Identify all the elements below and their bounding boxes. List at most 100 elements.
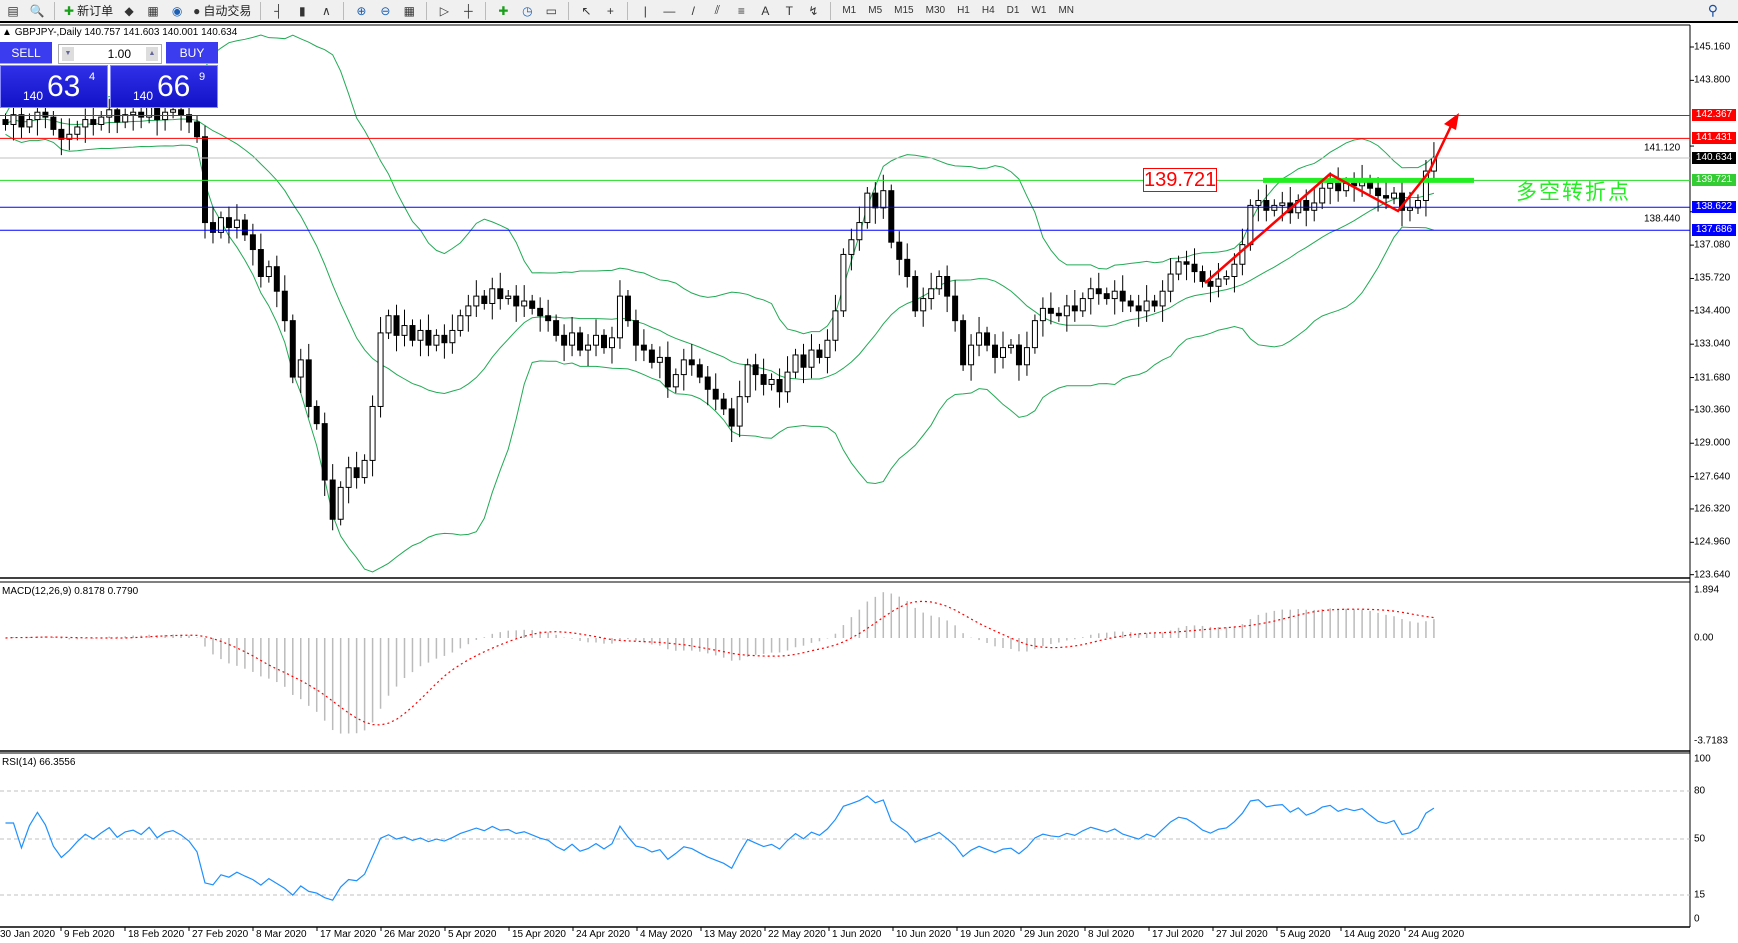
bear-candle [529, 300, 536, 309]
bull-candle [1007, 344, 1014, 349]
timeframe-m1[interactable]: M1 [842, 5, 857, 16]
bull-candle [377, 332, 384, 407]
bollinger-lower [5, 133, 1435, 573]
bull-candle [489, 288, 496, 304]
rsi-line [5, 795, 1435, 901]
zoom-out-button[interactable]: ⊖ [374, 1, 396, 21]
lot-decrease-icon[interactable]: ▼ [62, 47, 74, 61]
bar-chart-button[interactable]: ┤ [267, 1, 289, 21]
sell-button[interactable]: SELL [0, 42, 52, 64]
macd-axis-label: 1.894 [1694, 584, 1720, 596]
bull-candle [361, 459, 368, 479]
zoom-out-icon: ⊖ [380, 3, 391, 18]
bull-candle [1000, 347, 1006, 358]
bear-candle [704, 376, 711, 390]
signals-button[interactable]: ◉ [166, 1, 188, 21]
auto-trading-button[interactable]: ● 自动交易 [190, 1, 254, 21]
profiles-button[interactable]: ▤ [2, 1, 24, 21]
bear-candle [409, 325, 416, 341]
bear-candle [992, 344, 999, 358]
macd-axis-label: 0.00 [1694, 632, 1714, 644]
bull-candle [473, 295, 480, 307]
fibonacci-button[interactable]: ≡ [730, 1, 752, 21]
timeframe-d1[interactable]: D1 [1006, 5, 1020, 16]
price-axis-label: 129.000 [1694, 437, 1731, 449]
bull-candle [521, 300, 528, 307]
timeframe-h1[interactable]: H1 [957, 5, 970, 16]
bid-big: 140 [23, 89, 44, 103]
chart-shift-button[interactable]: ┼ [457, 1, 479, 21]
bear-candle [1191, 263, 1198, 273]
bear-candle [1303, 199, 1310, 211]
timeframe-m5[interactable]: M5 [868, 5, 883, 16]
toolbar-label: 新订单 [77, 4, 114, 18]
timeframe-m30[interactable]: M30 [925, 5, 946, 16]
bull-candle [808, 349, 815, 368]
bull-candle [792, 354, 799, 373]
horizontal-line-button[interactable]: — [658, 1, 680, 21]
tile-windows-icon: ▦ [403, 3, 416, 18]
tile-windows-button[interactable]: ▦ [398, 1, 420, 21]
arrows-button[interactable]: ↯ [802, 1, 824, 21]
price-tag: 137.686 [1692, 224, 1736, 237]
bull-candle [1159, 290, 1166, 307]
timeframe-mn[interactable]: MN [1058, 5, 1075, 16]
trendline-button[interactable]: / [682, 1, 704, 21]
crosshair-button[interactable]: + [599, 1, 621, 21]
new-order-button[interactable]: ✚ 新订单 [61, 1, 116, 21]
bull-candle [616, 295, 623, 339]
ask-price[interactable]: 140 66 9 [110, 65, 218, 108]
vertical-line-button[interactable]: | [634, 1, 656, 21]
bear-candle [712, 388, 719, 400]
zoom-button[interactable]: 🔍 [26, 1, 48, 21]
price-axis-label: 134.400 [1694, 305, 1731, 317]
vertical-line-icon: | [643, 3, 647, 18]
symbol-ohlc: GBPJPY-,Daily 140.757 141.603 140.001 14… [14, 27, 238, 38]
ask-big: 140 [133, 89, 154, 103]
bear-candle [1103, 293, 1110, 300]
metaeditor-button[interactable]: ◆ [118, 1, 140, 21]
bull-candle [505, 295, 512, 300]
bull-candle [840, 253, 847, 312]
collapse-arrow-icon[interactable]: ▲ [2, 27, 15, 38]
lot-size-input[interactable]: 1.00 [58, 44, 162, 64]
cursor-button[interactable]: ↖ [575, 1, 597, 21]
autoscroll-button[interactable]: ▷ [433, 1, 455, 21]
line-chart-button[interactable]: ∧ [315, 1, 337, 21]
ask-pip: 9 [199, 71, 206, 83]
text-label-icon: T [785, 3, 794, 18]
buy-button[interactable]: BUY [166, 42, 218, 64]
timeframe-h4[interactable]: H4 [981, 5, 995, 16]
bear-candle [752, 364, 759, 376]
new-order-icon: ✚ [64, 3, 75, 18]
timeframe-m15[interactable]: M15 [894, 5, 914, 16]
bear-candle [441, 334, 448, 344]
bear-candle [904, 258, 911, 278]
candlestick-button[interactable]: ▮ [291, 1, 313, 21]
bull-candle [337, 486, 344, 520]
lot-increase-icon[interactable]: ▲ [146, 47, 158, 61]
timeframe-w1[interactable]: W1 [1031, 5, 1047, 16]
bear-candle [816, 349, 823, 358]
text-button[interactable]: A [754, 1, 776, 21]
periods-button[interactable]: ◷ [516, 1, 538, 21]
zoom-in-button[interactable]: ⊕ [350, 1, 372, 21]
price-axis-label: 130.360 [1694, 404, 1731, 416]
bear-candle [872, 192, 879, 209]
text-icon: A [761, 3, 770, 18]
bear-candle [1047, 307, 1054, 314]
bear-candle [257, 249, 264, 278]
search-icon[interactable]: ⚲ [1707, 2, 1718, 18]
templates-button[interactable]: ▭ [540, 1, 562, 21]
navigator-button[interactable]: ▦ [142, 1, 164, 21]
bear-candle [577, 332, 584, 351]
indicators-button[interactable]: ✚ [492, 1, 514, 21]
rsi-label: RSI(14) 66.3556 [2, 757, 76, 768]
toolbar-separator [627, 1, 629, 20]
bid-price[interactable]: 140 63 4 [0, 65, 108, 108]
text-label-button[interactable]: T [778, 1, 800, 21]
navigator-icon: ▦ [147, 3, 159, 18]
bull-candle [82, 119, 89, 128]
equidistant-channel-button[interactable]: ⫽ [706, 1, 728, 21]
